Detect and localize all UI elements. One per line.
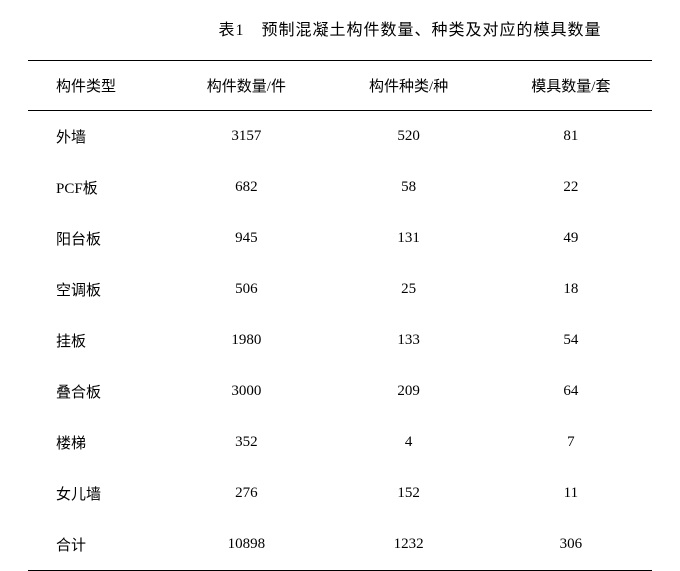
table-caption: 表1 预制混凝土构件数量、种类及对应的模具数量: [28, 16, 652, 40]
cell-kind: 520: [328, 111, 490, 163]
cell-type: 阳台板: [28, 213, 165, 264]
cell-kind: 152: [328, 468, 490, 519]
cell-type: 女儿墙: [28, 468, 165, 519]
data-table: 构件类型 构件数量/件 构件种类/种 模具数量/套 外墙 3157 520 81…: [28, 60, 652, 571]
cell-qty: 1980: [165, 315, 327, 366]
cell-mold: 18: [490, 264, 652, 315]
cell-mold: 54: [490, 315, 652, 366]
cell-mold: 22: [490, 162, 652, 213]
table-row: 外墙 3157 520 81: [28, 111, 652, 163]
cell-mold: 11: [490, 468, 652, 519]
cell-kind: 209: [328, 366, 490, 417]
cell-qty: 682: [165, 162, 327, 213]
cell-qty: 276: [165, 468, 327, 519]
table-body: 外墙 3157 520 81 PCF板 682 58 22 阳台板 945 13…: [28, 111, 652, 571]
col-header-type: 构件类型: [28, 61, 165, 111]
table-row: 女儿墙 276 152 11: [28, 468, 652, 519]
cell-kind: 58: [328, 162, 490, 213]
cell-kind: 25: [328, 264, 490, 315]
col-header-qty: 构件数量/件: [165, 61, 327, 111]
cell-qty: 10898: [165, 519, 327, 571]
col-header-kind: 构件种类/种: [328, 61, 490, 111]
cell-mold: 7: [490, 417, 652, 468]
cell-kind: 4: [328, 417, 490, 468]
table-row: 空调板 506 25 18: [28, 264, 652, 315]
cell-mold: 64: [490, 366, 652, 417]
table-row: PCF板 682 58 22: [28, 162, 652, 213]
cell-kind: 133: [328, 315, 490, 366]
cell-kind: 131: [328, 213, 490, 264]
cell-kind: 1232: [328, 519, 490, 571]
cell-qty: 3000: [165, 366, 327, 417]
table-row-total: 合计 10898 1232 306: [28, 519, 652, 571]
cell-type: 空调板: [28, 264, 165, 315]
cell-type: 合计: [28, 519, 165, 571]
table-row: 叠合板 3000 209 64: [28, 366, 652, 417]
cell-type: 叠合板: [28, 366, 165, 417]
cell-type: 外墙: [28, 111, 165, 163]
cell-mold: 81: [490, 111, 652, 163]
cell-qty: 3157: [165, 111, 327, 163]
cell-qty: 352: [165, 417, 327, 468]
table-row: 阳台板 945 131 49: [28, 213, 652, 264]
cell-mold: 49: [490, 213, 652, 264]
cell-qty: 506: [165, 264, 327, 315]
col-header-mold: 模具数量/套: [490, 61, 652, 111]
cell-mold: 306: [490, 519, 652, 571]
cell-type: 楼梯: [28, 417, 165, 468]
table-header-row: 构件类型 构件数量/件 构件种类/种 模具数量/套: [28, 61, 652, 111]
table-row: 挂板 1980 133 54: [28, 315, 652, 366]
table-row: 楼梯 352 4 7: [28, 417, 652, 468]
cell-type: 挂板: [28, 315, 165, 366]
cell-type: PCF板: [28, 162, 165, 213]
cell-qty: 945: [165, 213, 327, 264]
